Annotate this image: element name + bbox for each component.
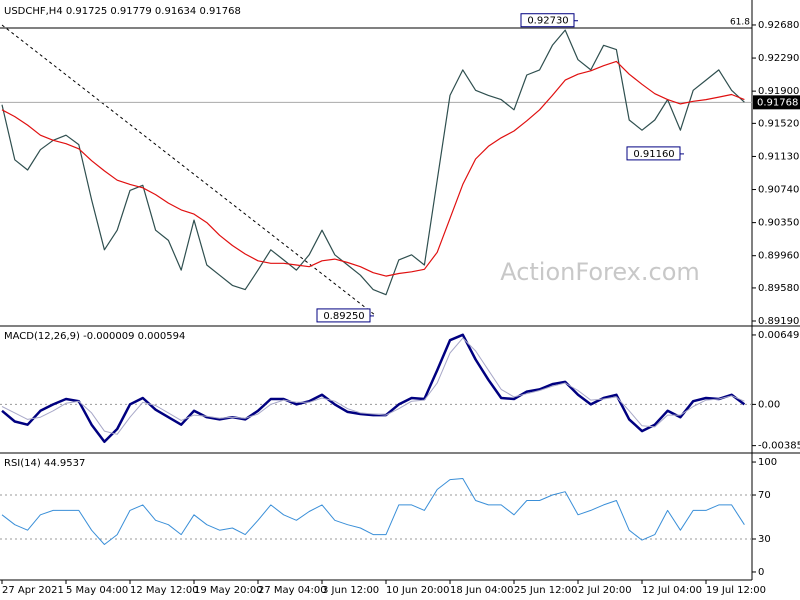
- y-tick-label: 0.91900: [758, 86, 799, 97]
- y-tick-label: 0: [758, 567, 764, 578]
- x-tick-label: 5 May 04:00: [66, 585, 128, 596]
- series-line: [1, 60, 745, 277]
- y-tick-label: 0.91520: [758, 118, 799, 129]
- trend-line: [1, 24, 376, 316]
- annotation-box: [316, 308, 371, 323]
- y-tick-label: 0.90740: [758, 185, 799, 196]
- series-line: [1, 333, 746, 444]
- y-tick-label: 100: [758, 457, 777, 468]
- last-price-box: [753, 95, 800, 110]
- y-tick-label: 0.00649: [758, 330, 799, 341]
- y-tick-label: 0.00: [758, 399, 780, 410]
- last-price-label: 0.91768: [757, 97, 798, 108]
- y-tick-label: 0.89190: [758, 316, 799, 327]
- series-line: [1, 337, 745, 435]
- x-tick-label: 3 Jun 12:00: [322, 585, 379, 596]
- y-tick-label: 70: [758, 490, 771, 501]
- panel-title: RSI(14) 44.9537: [4, 458, 85, 469]
- panel-title: USDCHF,H4 0.91725 0.91779 0.91634 0.9176…: [4, 6, 241, 17]
- y-tick-label: -0.003855: [758, 441, 800, 452]
- annotation-box: [626, 146, 681, 161]
- y-tick-label: 0.89580: [758, 283, 799, 294]
- series-line: [1, 29, 745, 296]
- x-tick-label: 2 Jul 20:00: [578, 585, 632, 596]
- y-tick-label: 0.89960: [758, 251, 799, 262]
- x-tick-label: 19 May 20:00: [194, 585, 263, 596]
- x-tick-label: 18 Jun 04:00: [450, 585, 514, 596]
- x-tick-label: 27 Apr 2021: [2, 585, 64, 596]
- x-tick-label: 19 Jul 12:00: [706, 585, 766, 596]
- x-tick-label: 10 Jun 20:00: [386, 585, 450, 596]
- y-tick-label: 0.92290: [758, 53, 799, 64]
- y-tick-label: 0.90350: [758, 218, 799, 229]
- x-tick-label: 25 Jun 12:00: [514, 585, 578, 596]
- y-tick-label: 0.91130: [758, 151, 799, 162]
- y-tick-label: 30: [758, 534, 771, 545]
- y-tick-label: 0.92680: [758, 20, 799, 31]
- panel-title: MACD(12,26,9) -0.000009 0.000594: [4, 331, 185, 342]
- annotation-label: 0.91160: [633, 149, 674, 160]
- series-line: [1, 478, 745, 545]
- watermark: ActionForex.com: [500, 258, 700, 286]
- annotation-label: 0.89250: [323, 311, 364, 322]
- fib-label: 61.8: [730, 17, 750, 27]
- x-tick-label: 27 May 04:00: [258, 585, 327, 596]
- annotation-box: [520, 13, 575, 28]
- x-tick-label: 12 May 12:00: [130, 585, 199, 596]
- x-tick-label: 12 Jul 04:00: [642, 585, 702, 596]
- annotation-label: 0.92730: [527, 16, 568, 27]
